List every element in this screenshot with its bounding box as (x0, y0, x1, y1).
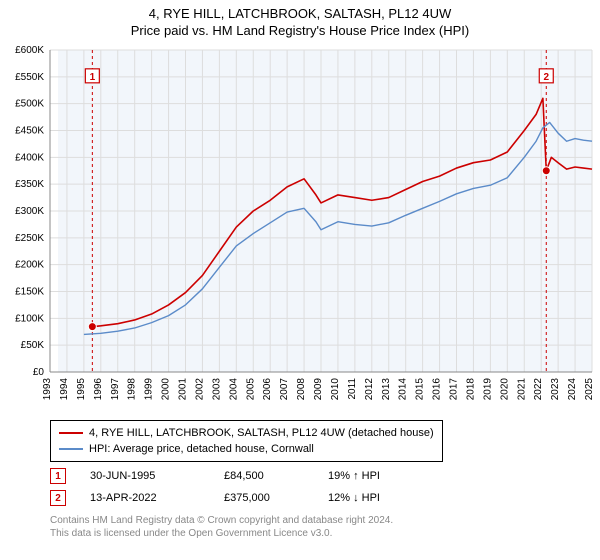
sale-row: 1 30-JUN-1995 £84,500 19% ↑ HPI (50, 468, 418, 484)
svg-text:1999: 1999 (144, 378, 155, 401)
svg-text:£0: £0 (33, 367, 45, 378)
svg-text:2025: 2025 (584, 378, 595, 401)
legend-row: 4, RYE HILL, LATCHBROOK, SALTASH, PL12 4… (59, 425, 434, 441)
sale-diff: 19% ↑ HPI (328, 470, 418, 482)
svg-text:£450K: £450K (15, 126, 44, 137)
sales-list: 1 30-JUN-1995 £84,500 19% ↑ HPI 2 13-APR-2022… (50, 462, 418, 506)
svg-text:1995: 1995 (76, 378, 87, 401)
svg-text:2021: 2021 (516, 378, 527, 401)
svg-text:1994: 1994 (59, 378, 70, 401)
svg-text:1997: 1997 (110, 378, 121, 401)
svg-text:2020: 2020 (499, 378, 510, 401)
legend: 4, RYE HILL, LATCHBROOK, SALTASH, PL12 4… (50, 420, 443, 462)
svg-text:£250K: £250K (15, 233, 44, 244)
svg-text:2014: 2014 (398, 378, 409, 401)
svg-text:£100K: £100K (15, 313, 44, 324)
svg-text:£300K: £300K (15, 206, 44, 217)
svg-text:£600K: £600K (15, 45, 44, 56)
title-main: 4, RYE HILL, LATCHBROOK, SALTASH, PL12 4… (0, 6, 600, 21)
legend-swatch (59, 432, 83, 434)
svg-text:2002: 2002 (194, 378, 205, 401)
svg-text:£550K: £550K (15, 72, 44, 83)
svg-text:2012: 2012 (364, 378, 375, 401)
svg-text:1996: 1996 (93, 378, 104, 401)
svg-text:2005: 2005 (245, 378, 256, 401)
svg-text:2016: 2016 (432, 378, 443, 401)
chart-area: £0 £50K £100K £150K £200K £250K £300K £350K £400… (0, 44, 600, 414)
svg-text:2022: 2022 (533, 378, 544, 401)
sale-marker-badge: 2 (50, 490, 66, 506)
svg-text:2010: 2010 (330, 378, 341, 401)
title-sub: Price paid vs. HM Land Registry's House … (0, 23, 600, 38)
sale-price: £84,500 (224, 470, 304, 482)
svg-text:2019: 2019 (482, 378, 493, 401)
svg-text:2011: 2011 (347, 378, 358, 400)
sale-diff: 12% ↓ HPI (328, 492, 418, 504)
svg-text:2024: 2024 (567, 378, 578, 401)
svg-text:£200K: £200K (15, 260, 44, 271)
svg-text:2004: 2004 (228, 378, 239, 401)
svg-text:2003: 2003 (211, 378, 222, 401)
svg-text:2009: 2009 (313, 378, 324, 401)
svg-text:£150K: £150K (15, 287, 44, 298)
chart-container: 4, RYE HILL, LATCHBROOK, SALTASH, PL12 4… (0, 0, 600, 560)
attribution-line-2: This data is licensed under the Open Gov… (50, 527, 393, 540)
legend-swatch (59, 448, 83, 450)
title-block: 4, RYE HILL, LATCHBROOK, SALTASH, PL12 4… (0, 0, 600, 38)
svg-text:2018: 2018 (465, 378, 476, 401)
svg-text:2: 2 (543, 72, 549, 83)
svg-text:£400K: £400K (15, 152, 44, 163)
svg-text:£50K: £50K (21, 340, 45, 351)
svg-text:2017: 2017 (449, 378, 460, 401)
svg-text:2007: 2007 (279, 378, 290, 401)
sale-row: 2 13-APR-2022 £375,000 12% ↓ HPI (50, 490, 418, 506)
attribution: Contains HM Land Registry data © Crown c… (50, 514, 393, 540)
sale-date: 30-JUN-1995 (90, 470, 200, 482)
svg-text:1: 1 (90, 72, 96, 83)
sale-date: 13-APR-2022 (90, 492, 200, 504)
svg-text:2000: 2000 (161, 378, 172, 401)
sale-price: £375,000 (224, 492, 304, 504)
svg-text:2013: 2013 (381, 378, 392, 401)
svg-text:2015: 2015 (415, 378, 426, 401)
svg-text:2006: 2006 (262, 378, 273, 401)
legend-row: HPI: Average price, detached house, Corn… (59, 441, 434, 457)
svg-text:2008: 2008 (296, 378, 307, 401)
legend-label: 4, RYE HILL, LATCHBROOK, SALTASH, PL12 4… (89, 425, 434, 441)
sale-marker-badge: 1 (50, 468, 66, 484)
svg-text:2023: 2023 (550, 378, 561, 401)
svg-text:1998: 1998 (127, 378, 138, 401)
svg-text:£350K: £350K (15, 179, 44, 190)
svg-text:1993: 1993 (42, 378, 53, 401)
svg-text:£500K: £500K (15, 99, 44, 110)
legend-label: HPI: Average price, detached house, Corn… (89, 441, 314, 457)
svg-text:2001: 2001 (178, 378, 189, 401)
attribution-line-1: Contains HM Land Registry data © Crown c… (50, 514, 393, 527)
